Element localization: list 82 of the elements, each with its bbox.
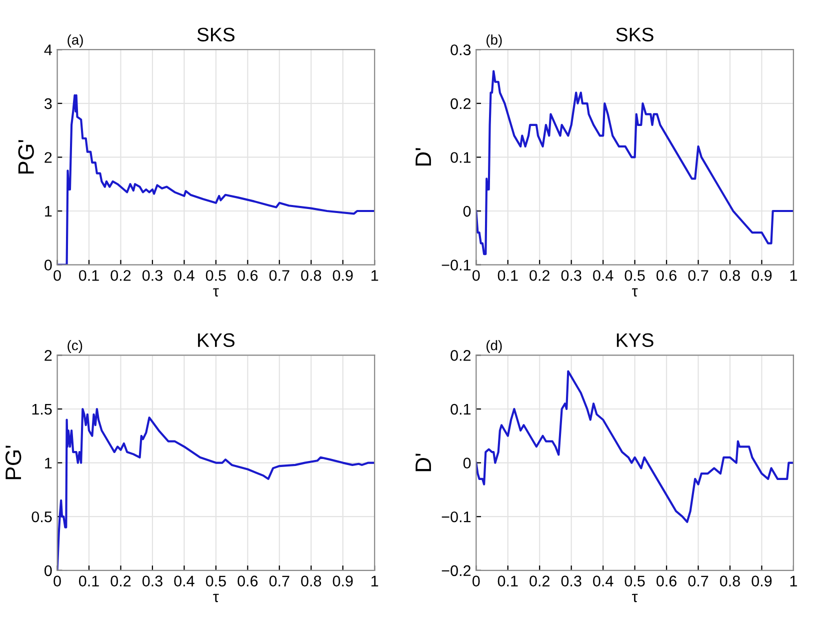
- x-tick-label: 0.6: [656, 270, 676, 281]
- x-tick-label: 1: [790, 270, 797, 281]
- y-tick-label: 1: [45, 458, 52, 468]
- text: (b): [486, 34, 502, 48]
- y-axis-title: PG': [18, 140, 34, 174]
- line-series: [476, 70, 794, 256]
- x-tick-label: 0: [472, 576, 480, 586]
- x-tick-label: 0.1: [78, 576, 99, 586]
- x-tick-label: 0.3: [561, 576, 582, 586]
- y-tick-label: 1.5: [32, 404, 52, 415]
- y-axis-title: PG': [5, 446, 22, 480]
- y-tick-label: 0.2: [450, 350, 471, 361]
- x-axis-title: τ: [213, 288, 219, 297]
- y-tick-label: 0: [44, 260, 52, 270]
- y-tick-label: 0.1: [450, 404, 471, 415]
- x-tick-label: 0.5: [206, 576, 226, 586]
- x-tick-label: 0.9: [332, 576, 353, 586]
- y-tick-label: 0.3: [450, 44, 471, 56]
- x-tick-label: 0.8: [720, 576, 740, 586]
- x-tick-label: 0.3: [142, 576, 162, 586]
- x-tick-label: 0.2: [110, 576, 131, 586]
- x-tick-label: 0: [472, 270, 480, 281]
- y-tick-label: −0.1: [442, 511, 471, 522]
- y-tick-label: 2: [44, 152, 52, 163]
- x-tick-label: 0.7: [269, 270, 290, 281]
- text: (c): [68, 340, 82, 354]
- y-tick-label: 2: [44, 350, 52, 361]
- x-tick-label: 0.3: [561, 270, 582, 281]
- x-tick-label: 0.6: [656, 576, 676, 586]
- x-tick-label: 0.9: [752, 576, 772, 586]
- y-tick-label: 0.5: [32, 511, 52, 522]
- chart-title: KYS: [198, 333, 234, 348]
- x-axis-title: τ: [632, 288, 638, 297]
- x-tick-label: 0.1: [498, 576, 518, 586]
- x-tick-label: 0.5: [624, 270, 645, 281]
- x-tick-label: 0.8: [720, 270, 740, 281]
- x-tick-label: 0.4: [174, 270, 194, 281]
- x-tick-label: 0.8: [301, 576, 322, 586]
- x-tick-label: 0.9: [332, 270, 353, 281]
- x-tick-label: 0.2: [530, 270, 550, 281]
- y-tick-label: 0: [463, 206, 471, 217]
- y-tick-label: 0: [44, 565, 52, 576]
- y-axis-title: D': [416, 148, 431, 166]
- x-tick-label: 1: [790, 576, 797, 586]
- x-tick-label: 0.4: [593, 270, 614, 281]
- chart-title: SKS: [616, 28, 654, 42]
- y-tick-label: 0.2: [450, 98, 471, 110]
- y-tick-label: 0: [463, 458, 471, 468]
- y-tick-label: 4: [44, 44, 52, 56]
- x-tick-label: 0.6: [238, 270, 258, 281]
- x-tick-label: 0.6: [238, 576, 258, 586]
- x-tick-label: 0.7: [688, 576, 708, 586]
- x-tick-label: 0.2: [110, 270, 131, 281]
- x-tick-label: 0.2: [530, 576, 550, 586]
- x-axis-title: τ: [632, 594, 638, 602]
- y-tick-label: −0.2: [442, 565, 471, 576]
- x-tick-label: 0.4: [593, 576, 614, 586]
- y-tick-label: 1: [45, 206, 52, 217]
- x-tick-label: 1: [372, 576, 378, 586]
- y-axis-title: D': [416, 454, 431, 472]
- x-tick-label: 0.3: [142, 270, 162, 281]
- x-tick-label: 0: [54, 576, 61, 586]
- x-tick-label: 0.1: [498, 270, 518, 281]
- x-tick-label: 0.4: [174, 576, 194, 586]
- x-tick-label: 0.7: [688, 270, 708, 281]
- text: (a): [68, 34, 83, 48]
- chart-title: SKS: [197, 28, 234, 42]
- x-tick-label: 0.5: [206, 270, 226, 281]
- x-tick-label: 0.8: [301, 270, 322, 281]
- y-tick-label: 0.1: [450, 152, 471, 163]
- y-tick-label: −0.1: [442, 260, 471, 270]
- x-tick-label: 0.7: [269, 576, 290, 586]
- x-tick-label: 0.1: [78, 270, 99, 281]
- y-tick-label: 3: [44, 98, 52, 110]
- x-tick-label: 0: [54, 270, 61, 281]
- x-tick-label: 0.9: [752, 270, 772, 281]
- x-tick-label: 0.5: [624, 576, 645, 586]
- x-axis-title: τ: [213, 594, 219, 602]
- x-tick-label: 1: [372, 270, 378, 281]
- line-series: [476, 370, 794, 524]
- text: (d): [486, 340, 502, 354]
- chart-title: KYS: [616, 333, 654, 348]
